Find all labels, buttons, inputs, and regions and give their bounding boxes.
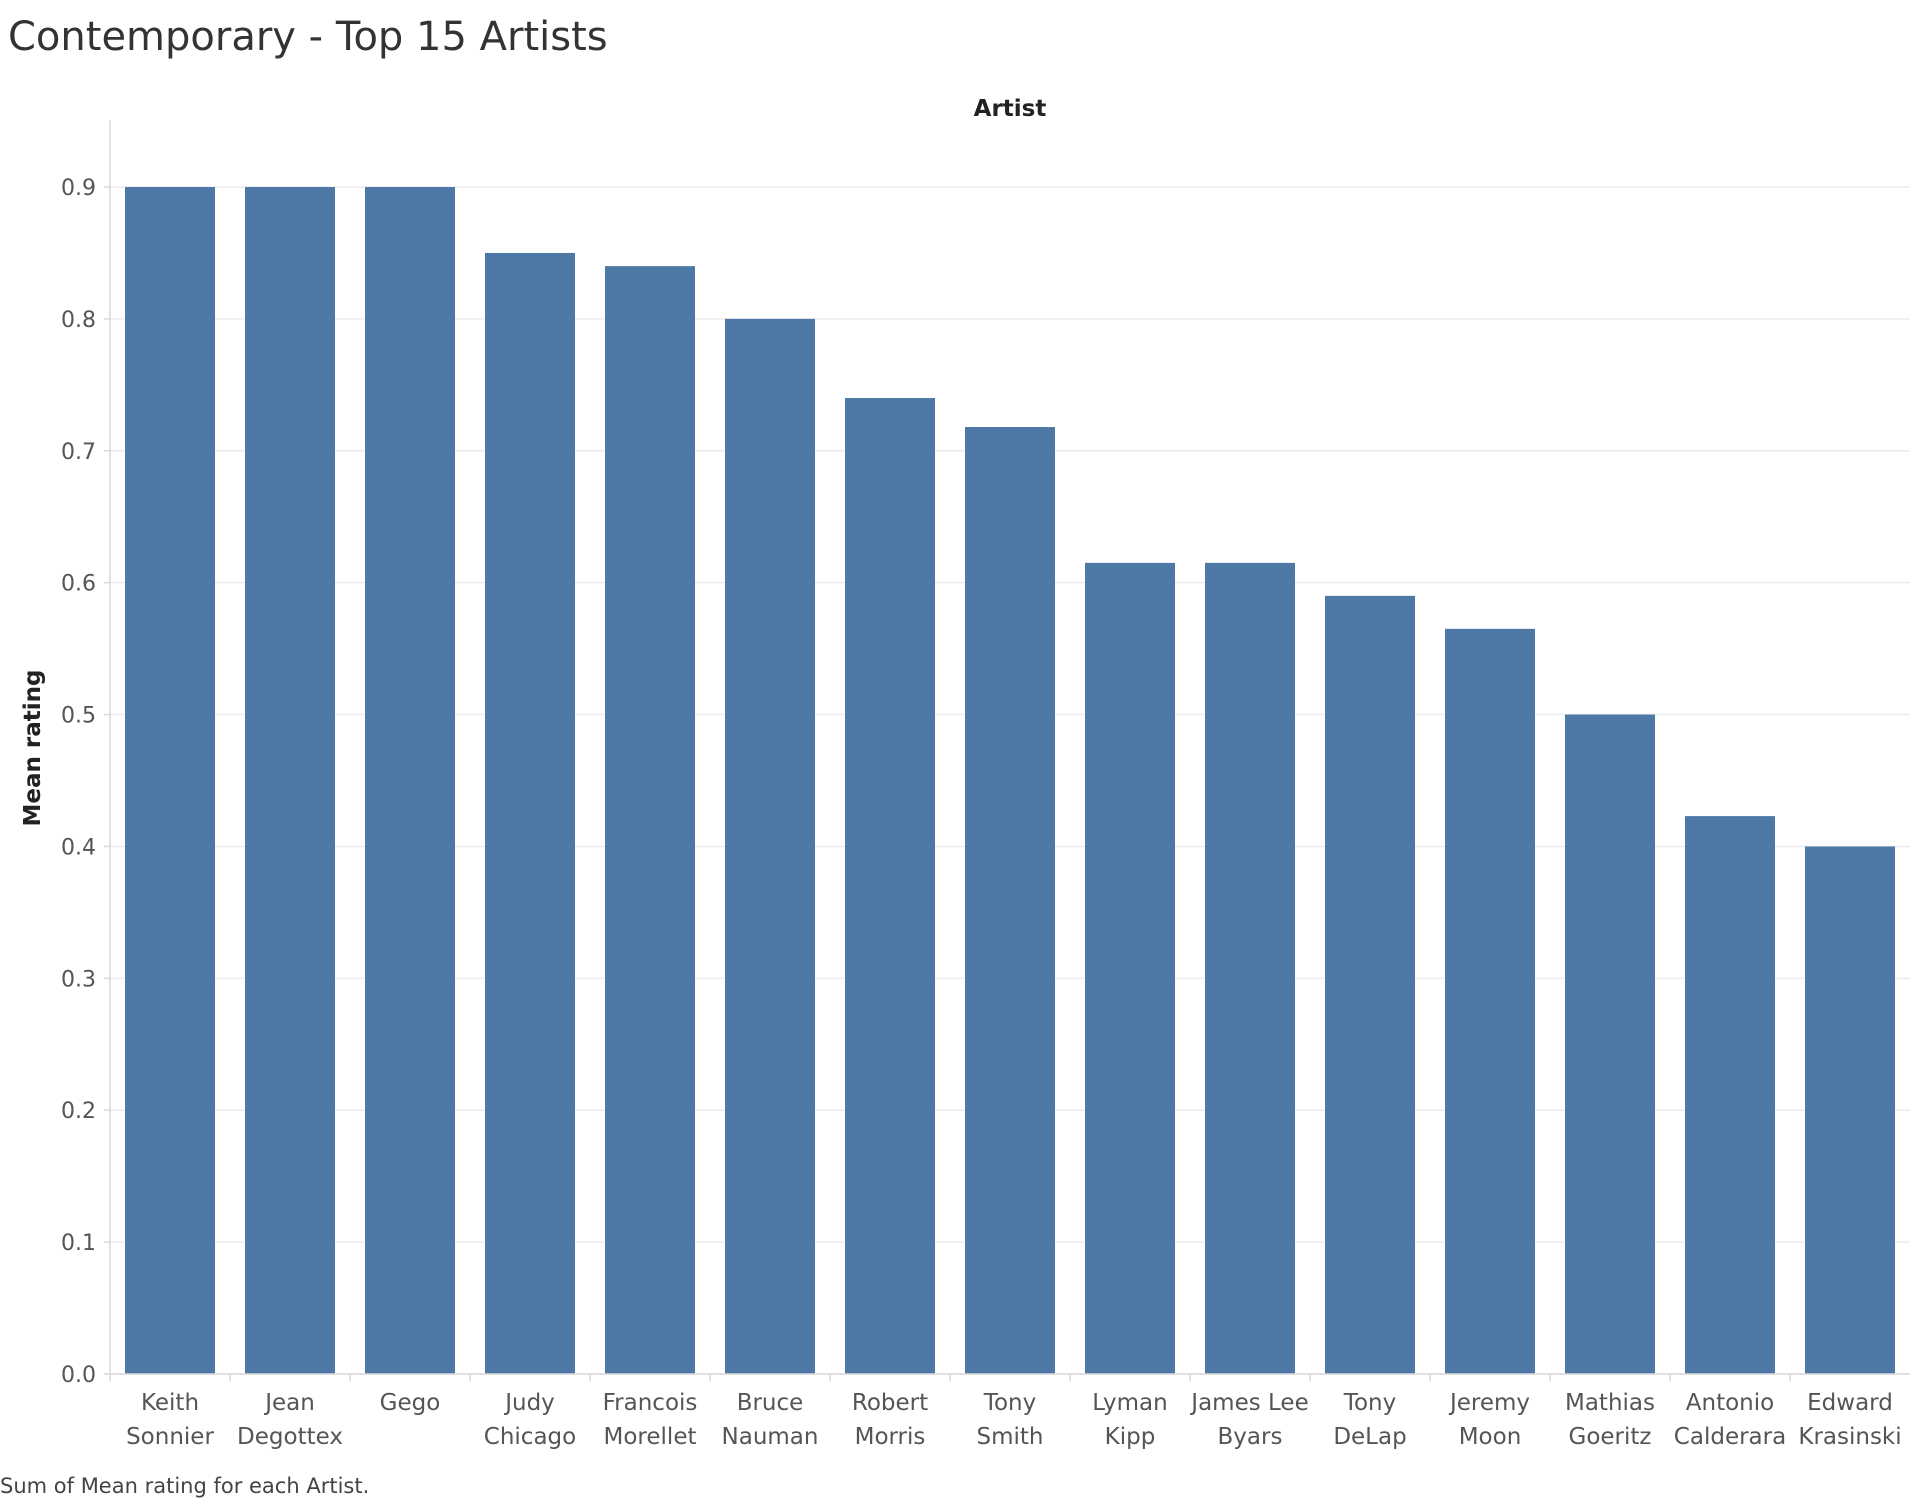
x-tick-label-line: Goeritz <box>1569 1424 1652 1450</box>
x-tick-label-line: Krasinski <box>1798 1424 1901 1450</box>
x-tick-label: Lyman Kipp <box>1092 1390 1167 1450</box>
y-tick-label: 0.5 <box>61 704 96 729</box>
x-tick-label-line: Morris <box>855 1424 926 1450</box>
x-tick-label: Tony DeLap <box>1333 1390 1406 1450</box>
x-tick-label: Tony Smith <box>977 1390 1044 1450</box>
bar[interactable] <box>1325 595 1415 1374</box>
x-tick-label: Jeremy Moon <box>1448 1390 1530 1450</box>
x-tick-label: Gego <box>380 1390 441 1416</box>
x-tick-label-line: Jeremy <box>1448 1390 1530 1416</box>
y-axis-ticks: 0.0 0.1 0.2 0.3 0.4 0.5 0.6 0.7 0.8 0.9 <box>61 176 110 1388</box>
x-tick-label-line: Judy <box>503 1390 555 1416</box>
bar[interactable] <box>1565 714 1655 1374</box>
x-tick-label: Mathias Goeritz <box>1565 1390 1655 1450</box>
x-axis-labels: Keith Sonnier Jean Degottex Gego Judy Chicago F… <box>109 1374 1902 1450</box>
y-tick-label: 0.4 <box>61 835 96 860</box>
x-tick-label: Robert Morris <box>852 1390 928 1450</box>
x-tick-label-line: Antonio <box>1686 1390 1774 1416</box>
y-tick-label: 0.9 <box>61 176 96 201</box>
x-tick-label-line: Calderara <box>1674 1424 1786 1450</box>
y-tick-label: 0.8 <box>61 308 96 333</box>
x-tick-label: Bruce Nauman <box>722 1390 819 1450</box>
x-tick-label-line: Moon <box>1459 1424 1522 1450</box>
x-tick-label: Francois Morellet <box>603 1390 698 1450</box>
y-tick-label: 0.1 <box>61 1231 96 1256</box>
bar[interactable] <box>1685 816 1775 1374</box>
x-tick-label: Edward Krasinski <box>1798 1390 1901 1450</box>
x-tick-label: Judy Chicago <box>484 1390 576 1450</box>
y-tick-label: 0.7 <box>61 440 96 465</box>
x-tick-label: Keith Sonnier <box>126 1390 214 1450</box>
x-tick-label: Antonio Calderara <box>1674 1390 1786 1450</box>
bar[interactable] <box>125 187 215 1374</box>
bar[interactable] <box>725 318 815 1374</box>
x-tick-label-line: Byars <box>1218 1424 1283 1450</box>
x-tick-label-line: Nauman <box>722 1424 819 1450</box>
bar[interactable] <box>1085 562 1175 1374</box>
x-tick-label-line: Kipp <box>1105 1424 1156 1450</box>
bar[interactable] <box>965 427 1055 1374</box>
bar[interactable] <box>365 187 455 1374</box>
y-tick-label: 0.6 <box>61 572 96 597</box>
x-tick-label-line: Robert <box>852 1390 928 1416</box>
x-tick-label-line: Smith <box>977 1424 1044 1450</box>
x-tick-label: Jean Degottex <box>237 1390 343 1450</box>
y-tick-label: 0.0 <box>61 1363 96 1388</box>
y-axis-title: Mean rating <box>20 670 46 827</box>
x-tick-label-line: Mathias <box>1565 1390 1655 1416</box>
x-tick-label: James Lee Byars <box>1189 1390 1308 1450</box>
x-tick-label-line: Bruce <box>737 1390 804 1416</box>
bar[interactable] <box>1205 562 1295 1374</box>
x-tick-label-line: Francois <box>603 1390 698 1416</box>
x-tick-label-line: James Lee <box>1189 1390 1308 1416</box>
x-tick-label-line: DeLap <box>1333 1424 1406 1450</box>
x-tick-label-line: Jean <box>263 1390 315 1416</box>
x-tick-label-line: Keith <box>141 1390 199 1416</box>
bar[interactable] <box>1445 628 1535 1374</box>
bars <box>125 187 1895 1375</box>
bar[interactable] <box>485 252 575 1374</box>
bar[interactable] <box>245 187 335 1374</box>
y-tick-label: 0.2 <box>61 1099 96 1124</box>
x-axis-title: Artist <box>974 96 1047 122</box>
y-tick-label: 0.3 <box>61 967 96 992</box>
chart-caption: Sum of Mean rating for each Artist. <box>0 1474 370 1498</box>
x-tick-label-line: Chicago <box>484 1424 576 1450</box>
x-tick-label-line: Tony <box>983 1390 1036 1416</box>
bar-chart: 0.0 0.1 0.2 0.3 0.4 0.5 0.6 0.7 0.8 0.9 Keith Sonn… <box>20 96 1910 1450</box>
x-tick-label-line: Lyman <box>1092 1390 1167 1416</box>
chart-title: Contemporary - Top 15 Artists <box>8 14 608 60</box>
x-tick-label-line: Morellet <box>604 1424 697 1450</box>
x-tick-label-line: Gego <box>380 1390 441 1416</box>
bar[interactable] <box>1805 846 1895 1374</box>
x-tick-label-line: Edward <box>1807 1390 1893 1416</box>
bar[interactable] <box>605 266 695 1375</box>
x-tick-label-line: Tony <box>1343 1390 1396 1416</box>
bar[interactable] <box>845 398 935 1374</box>
x-tick-label-line: Degottex <box>237 1424 343 1450</box>
x-tick-label-line: Sonnier <box>126 1424 214 1450</box>
